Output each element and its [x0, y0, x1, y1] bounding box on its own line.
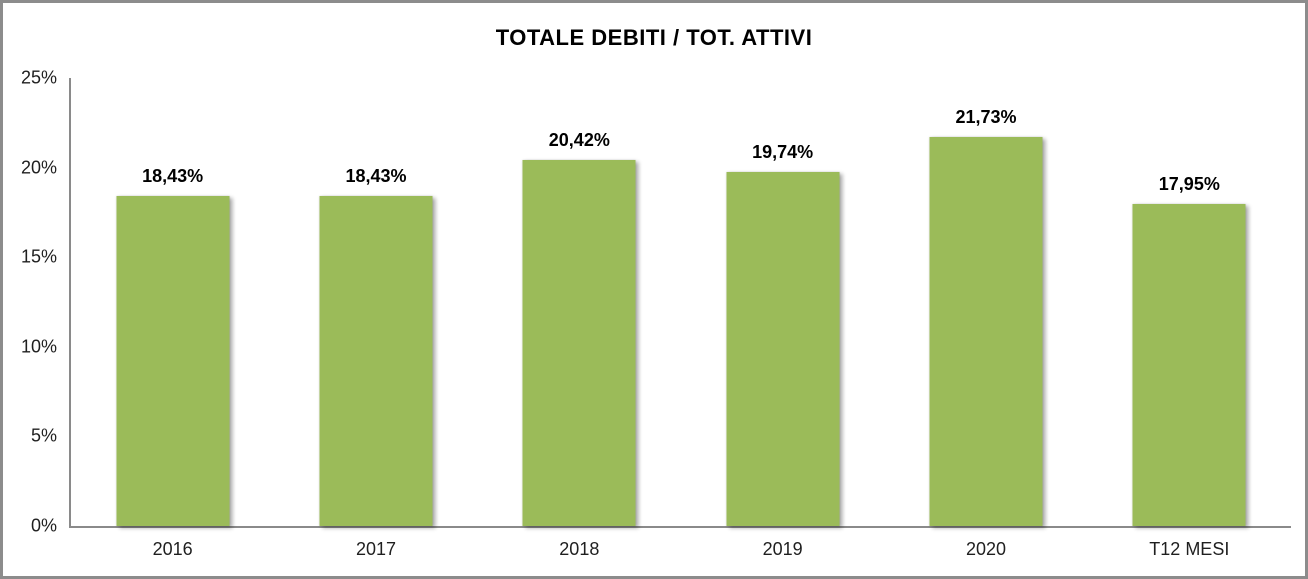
bar: [726, 172, 840, 526]
bar: [522, 160, 636, 526]
y-tick-label: 25%: [20, 67, 57, 88]
x-category-label: 2020: [965, 539, 1007, 559]
bar: [1132, 204, 1246, 526]
plot-area: 0% 5% 10% 15% 20% 25% 18,43% 18,43% 20,42% 19,74…: [21, 68, 1291, 559]
bar-slot: 21,73%: [884, 78, 1087, 526]
x-category-label: 2016: [152, 539, 193, 559]
bar: [116, 195, 230, 526]
bar-slot: 20,42%: [478, 78, 681, 526]
y-tick-label: 20%: [20, 157, 57, 178]
y-tick-label: 5%: [30, 425, 57, 446]
x-category-label: 2019: [762, 539, 803, 559]
y-tick-label: 15%: [20, 246, 57, 267]
bar-slot: 17,95%: [1088, 78, 1291, 526]
bar-value-label: 21,73%: [955, 106, 1017, 127]
bar-slot: 18,43%: [71, 78, 274, 526]
bar-value-label: 19,74%: [752, 142, 814, 163]
y-tick-label: 0%: [30, 515, 57, 536]
x-category-label: 2017: [355, 539, 397, 559]
bar-slot: 18,43%: [274, 78, 477, 526]
bar-value-label: 20,42%: [548, 130, 610, 151]
x-category-label: T12 MESI: [1149, 539, 1230, 559]
bar-value-label: 18,43%: [142, 165, 204, 186]
x-category-label: 2018: [559, 539, 600, 559]
bar: [319, 195, 433, 526]
bar-value-label: 18,43%: [345, 165, 407, 186]
chart-title: TOTALE DEBITI / TOT. ATTIVI: [495, 25, 813, 50]
bar-value-label: 17,95%: [1158, 174, 1220, 195]
bar-slot: 19,74%: [681, 78, 884, 526]
y-tick-label: 10%: [20, 336, 57, 357]
bar: [929, 136, 1043, 526]
